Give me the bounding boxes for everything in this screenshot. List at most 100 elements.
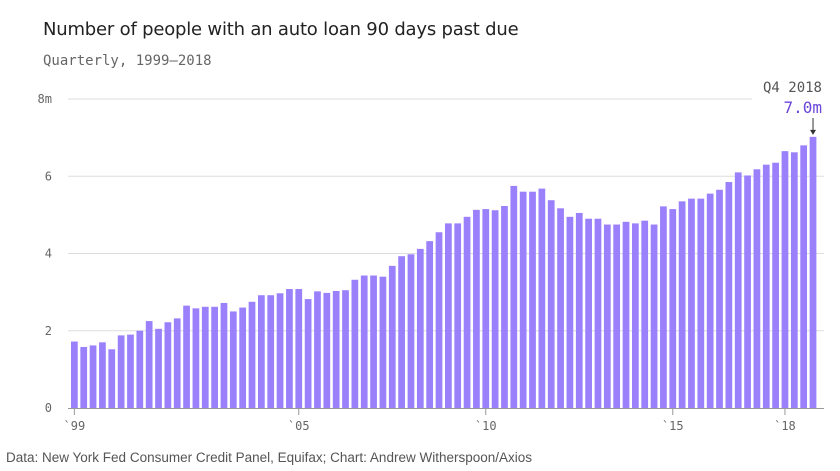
bar — [155, 328, 162, 408]
bar — [594, 218, 602, 408]
bar — [744, 175, 751, 408]
bar — [276, 293, 284, 408]
chart-title: Number of people with an auto loan 90 da… — [43, 19, 519, 40]
bar — [575, 212, 583, 408]
bar — [127, 334, 134, 408]
bar — [145, 321, 153, 408]
bar — [603, 224, 611, 408]
annotation: Q4 2018 7.0m — [763, 80, 822, 135]
bar — [753, 169, 761, 408]
bar — [706, 193, 714, 408]
bar — [491, 210, 499, 408]
bar — [211, 306, 218, 408]
bar — [463, 216, 471, 408]
bar — [725, 182, 733, 408]
bar — [108, 349, 116, 408]
bar — [660, 206, 667, 408]
bar — [547, 200, 555, 408]
bar — [183, 305, 190, 408]
bar — [351, 279, 359, 408]
bar — [379, 276, 387, 408]
bar — [267, 295, 275, 408]
bar — [482, 209, 490, 408]
bar — [136, 330, 144, 408]
x-tick-label: `15 — [662, 419, 684, 433]
y-tick-label: 6 — [45, 169, 52, 183]
x-axis: `99 `05 `10 `15 `18 — [64, 408, 824, 433]
bar — [678, 201, 686, 408]
chart-subtitle: Quarterly, 1999–2018 — [43, 53, 212, 69]
y-tick-label: 8m — [38, 92, 52, 106]
bar — [295, 289, 303, 408]
bar — [229, 311, 237, 408]
bar — [323, 292, 331, 408]
bar — [398, 256, 405, 408]
bar — [622, 221, 630, 408]
bar — [800, 145, 808, 408]
bar — [388, 265, 396, 408]
bar — [192, 308, 200, 408]
source-note: Data: New York Fed Consumer Credit Panel… — [6, 450, 532, 465]
bar — [89, 345, 97, 408]
bar — [220, 302, 228, 408]
bar — [248, 301, 256, 408]
bar — [501, 205, 508, 408]
y-tick-label: 2 — [45, 324, 52, 338]
bar — [538, 188, 546, 408]
annotation-arrow-icon — [810, 129, 817, 135]
bar — [613, 224, 621, 408]
bar — [435, 232, 443, 408]
bar — [716, 189, 723, 408]
bar — [99, 342, 106, 408]
bar — [510, 185, 518, 408]
bar — [454, 223, 462, 408]
x-tick-label: `99 — [64, 419, 86, 433]
bar — [585, 218, 592, 408]
bar — [632, 223, 639, 408]
bar — [342, 290, 349, 408]
bar — [734, 172, 742, 408]
bar — [809, 136, 817, 409]
y-tick-label: 0 — [45, 401, 52, 415]
bar — [762, 164, 770, 408]
bar — [650, 224, 658, 408]
annotation-value: 7.0m — [783, 98, 822, 117]
x-tick-label: `18 — [774, 419, 796, 433]
bar — [519, 191, 527, 408]
bar-series — [71, 136, 817, 409]
bar — [697, 198, 705, 408]
bar — [164, 322, 172, 408]
bar — [407, 254, 415, 408]
bar — [790, 152, 798, 408]
x-tick-label: `10 — [475, 419, 497, 433]
bar — [688, 198, 695, 408]
bar — [566, 216, 574, 408]
y-axis-labels: 0 2 4 6 8m — [38, 92, 52, 415]
bar — [239, 307, 247, 408]
bar — [426, 241, 434, 408]
bar — [557, 208, 564, 408]
bar — [173, 318, 181, 408]
bar — [286, 289, 293, 408]
bar — [360, 275, 368, 408]
annotation-period: Q4 2018 — [763, 80, 822, 96]
bar — [529, 191, 536, 408]
y-tick-label: 4 — [45, 247, 52, 261]
bar — [669, 209, 677, 408]
x-tick-label: `05 — [288, 419, 310, 433]
bar — [314, 291, 321, 408]
bar — [258, 295, 265, 408]
bar — [772, 162, 779, 408]
bar — [781, 151, 789, 409]
bar — [473, 209, 480, 408]
bar — [201, 306, 209, 408]
bar — [117, 335, 125, 408]
bar — [71, 341, 78, 408]
bar — [80, 346, 88, 408]
bar — [641, 220, 649, 408]
bar — [370, 275, 377, 408]
bar — [416, 248, 424, 408]
bar — [304, 299, 312, 408]
bar — [445, 223, 452, 408]
